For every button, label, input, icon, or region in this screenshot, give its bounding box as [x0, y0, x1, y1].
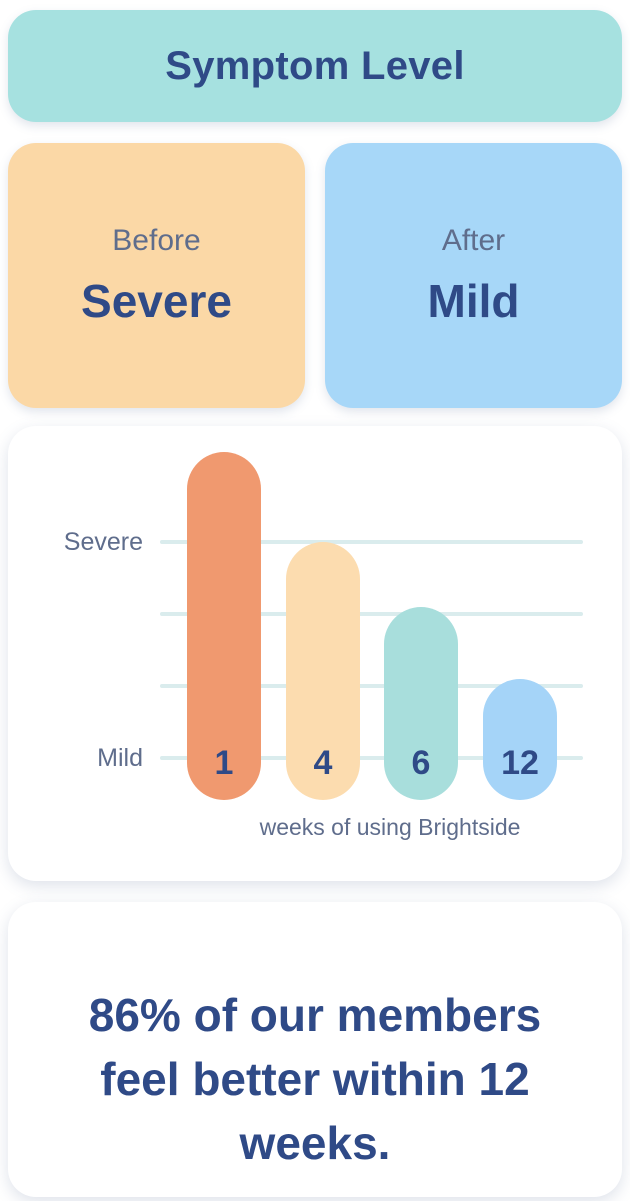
before-value: Severe: [81, 274, 232, 327]
after-value: Mild: [427, 274, 520, 327]
y-axis-label-mild: Mild: [97, 744, 143, 772]
after-card: After Mild: [325, 143, 622, 408]
banner-title: Symptom Level: [165, 43, 465, 88]
chart-plot: 1 4 6 12: [8, 426, 622, 881]
gridline: [160, 684, 583, 688]
gridline: [160, 612, 583, 616]
symptom-level-banner: Symptom Level: [8, 10, 622, 122]
summary-line: 86% of our members: [88, 989, 542, 1041]
y-axis-label-severe: Severe: [63, 528, 143, 556]
symptom-chart-card: 1 4 6 12 Severe Mild weeks of using Brights…: [8, 426, 622, 881]
gridline: [160, 756, 583, 760]
before-card: Before Severe: [8, 143, 305, 408]
chart-bar-week-1: 1: [187, 452, 261, 800]
before-label: Before: [112, 223, 201, 257]
chart-x-axis-caption: weeks of using Brightside: [259, 814, 521, 840]
after-label: After: [441, 223, 506, 257]
chart-bar-week-12: 12: [483, 679, 557, 800]
gridline: [160, 540, 583, 544]
bar-value-label: 1: [214, 744, 234, 782]
summary-card: 86% of our members feel better within 12…: [8, 902, 622, 1197]
bar-value-label: 4: [313, 744, 333, 782]
summary-line: feel better within 12: [100, 1053, 530, 1105]
bar-value-label: 6: [411, 744, 431, 782]
chart-bar-week-6: 6: [384, 607, 458, 800]
summary-line: weeks.: [239, 1117, 391, 1169]
bar-value-label: 12: [501, 744, 539, 782]
chart-bar-week-4: 4: [286, 542, 360, 800]
